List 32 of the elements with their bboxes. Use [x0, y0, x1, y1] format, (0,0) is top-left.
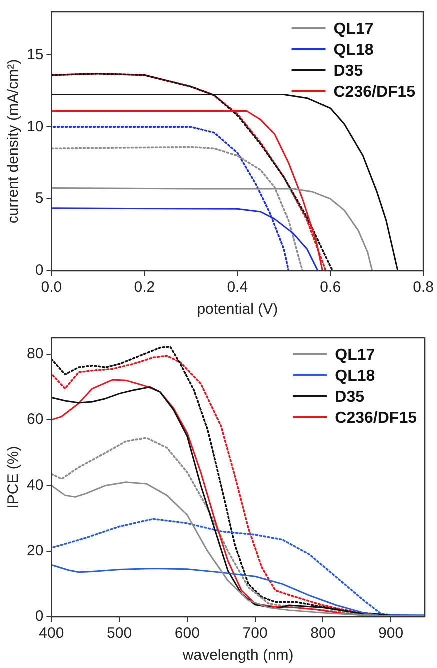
- x-tick-label: 0.6: [320, 279, 342, 296]
- x-tick-label: 600: [174, 625, 200, 642]
- x-axis-title: wavelength (nm): [182, 647, 294, 664]
- y-tick-label: 80: [26, 346, 44, 363]
- x-tick-label: 800: [310, 625, 336, 642]
- y-tick-label: 0: [35, 608, 44, 626]
- y-axis-title: IPCE (%): [5, 446, 22, 509]
- legend-label: QL17: [335, 346, 376, 364]
- legend-label: QL18: [334, 42, 374, 59]
- y-tick-label: 10: [26, 118, 44, 136]
- y-axis-title: current density (mA/cm²): [5, 59, 22, 224]
- legend-label: D35: [335, 388, 365, 406]
- legend-label: QL17: [334, 20, 374, 38]
- y-tick-label: 40: [26, 476, 44, 494]
- y-tick-label: 0: [35, 262, 44, 280]
- legend-label: D35: [334, 62, 364, 80]
- y-tick-label: 20: [26, 542, 44, 560]
- x-tick-label: 0.4: [227, 279, 248, 296]
- legend-label: C236/DF15: [334, 84, 416, 101]
- x-tick-label: 0.8: [413, 279, 434, 296]
- y-tick-label: 15: [26, 46, 44, 64]
- x-tick-label: 700: [242, 625, 268, 642]
- x-tick-label: 400: [39, 625, 64, 642]
- x-tick-label: 500: [107, 625, 132, 642]
- x-tick-label: 0.0: [41, 279, 62, 296]
- y-tick-label: 60: [26, 411, 44, 428]
- x-tick-label: 900: [378, 625, 404, 642]
- y-tick-label: 5: [35, 190, 44, 208]
- legend-label: QL18: [335, 368, 376, 385]
- legend-label: C236/DF15: [335, 410, 418, 427]
- x-axis-title: potential (V): [197, 301, 278, 318]
- x-tick-label: 0.2: [134, 279, 156, 296]
